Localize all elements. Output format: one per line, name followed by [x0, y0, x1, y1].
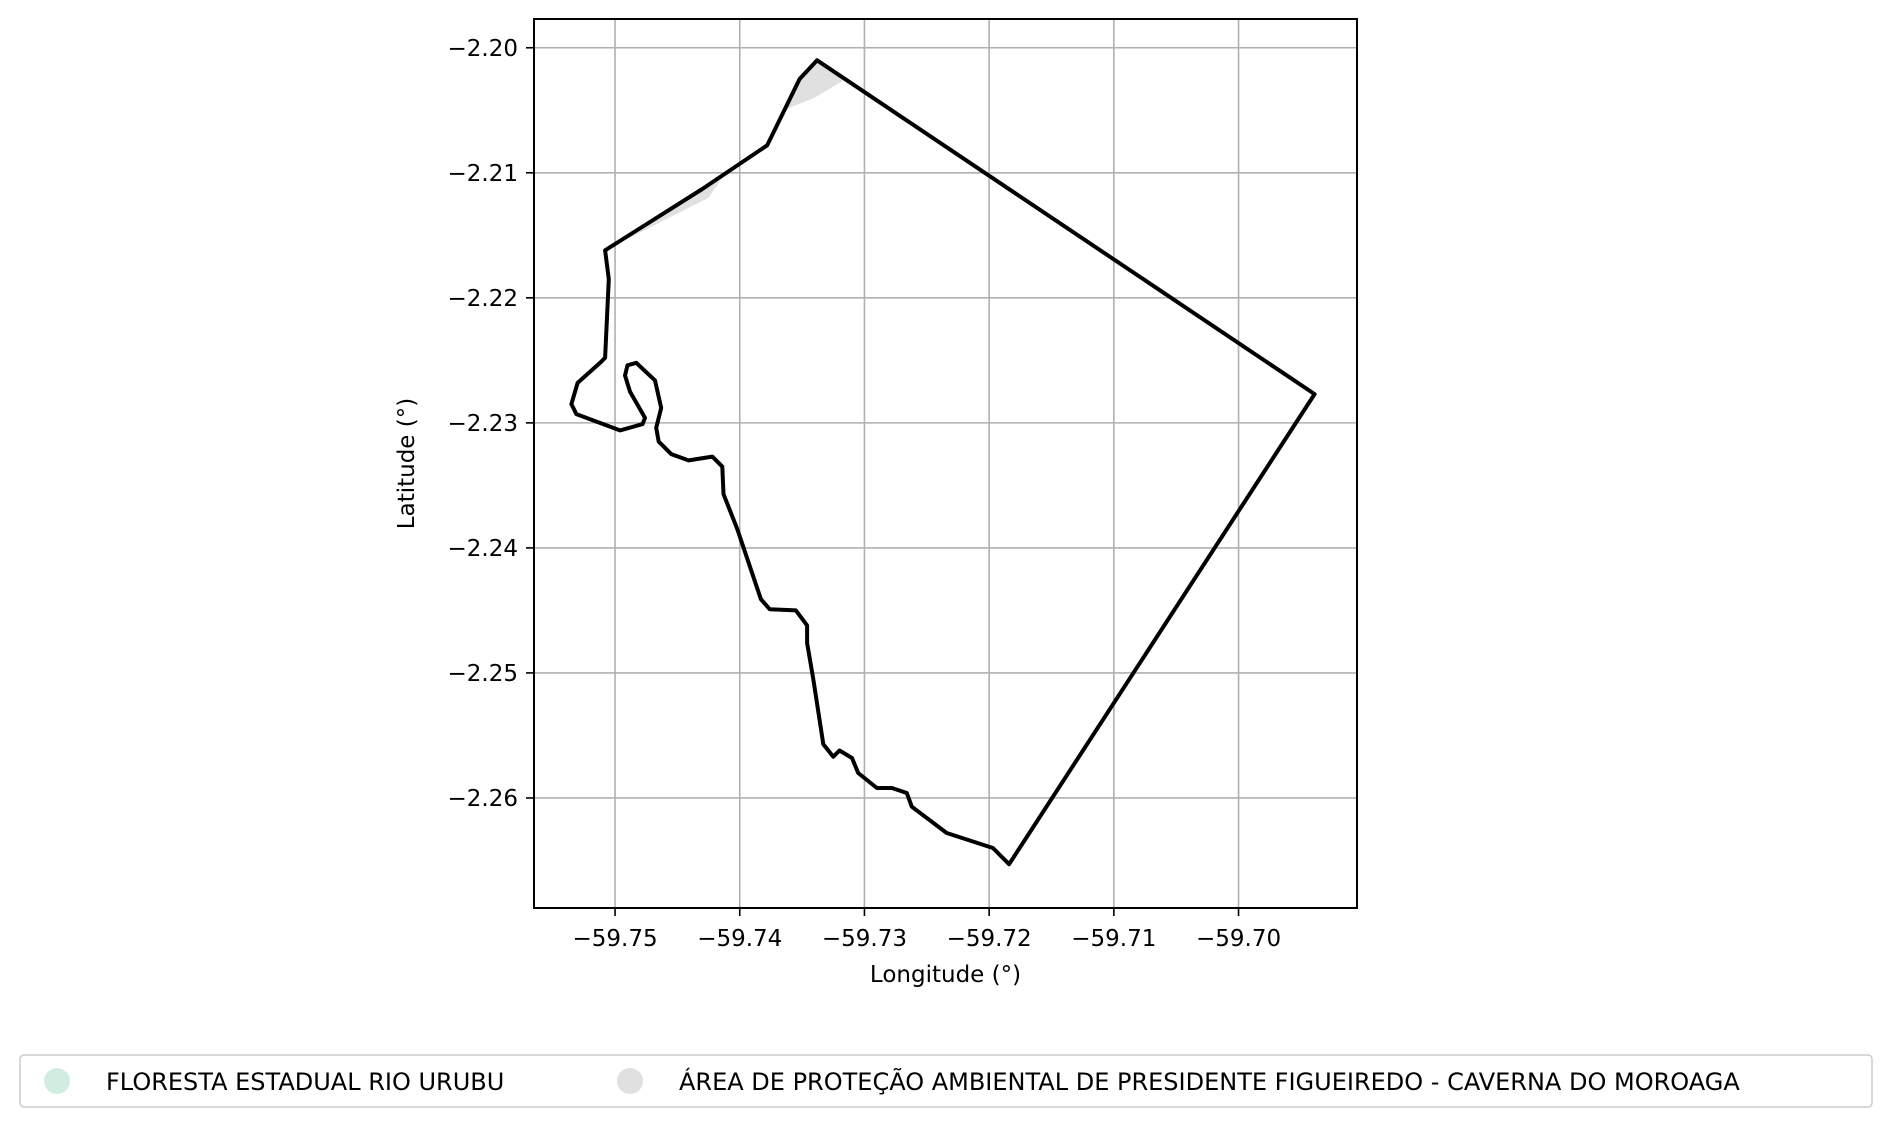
x-tick-label-0: −59.75	[572, 926, 657, 952]
plot-frame	[533, 18, 1358, 909]
legend-box	[19, 1054, 1873, 1108]
x-tick-label-1: −59.74	[697, 926, 782, 952]
y-tick-label-0: −2.20	[448, 36, 518, 62]
y-tick-label-2: −2.22	[448, 286, 518, 312]
x-tick-label-2: −59.73	[822, 926, 907, 952]
x-tick-label-4: −59.71	[1071, 926, 1156, 952]
x-axis-label: Longitude (°)	[870, 962, 1021, 988]
y-tick-label-4: −2.24	[448, 536, 518, 562]
legend-swatch-floresta	[44, 1068, 70, 1094]
legend-label-floresta: FLORESTA ESTADUAL RIO URUBU	[106, 1068, 504, 1096]
apa-area-polygon	[605, 60, 846, 251]
area-fills	[605, 60, 846, 251]
legend-swatch-apa	[617, 1068, 643, 1094]
x-tick-label-5: −59.70	[1196, 926, 1281, 952]
grid-lines	[534, 19, 1357, 908]
x-axis-ticks: −59.75 −59.74 −59.73 −59.72 −59.71 −59.70	[572, 908, 1281, 952]
y-tick-label-1: −2.21	[448, 161, 518, 187]
legend: FLORESTA ESTADUAL RIO URUBU ÁREA DE PROT…	[19, 1054, 1873, 1108]
boundary-layer	[569, 58, 1317, 867]
y-tick-label-6: −2.26	[448, 786, 518, 812]
legend-label-apa: ÁREA DE PROTEÇÃO AMBIENTAL DE PRESIDENTE…	[679, 1066, 1740, 1096]
y-tick-label-5: −2.25	[448, 661, 518, 687]
floresta-boundary-line	[569, 58, 1317, 867]
x-tick-label-3: −59.72	[947, 926, 1032, 952]
y-tick-label-3: −2.23	[448, 411, 518, 437]
y-axis-label: Latitude (°)	[394, 398, 420, 529]
y-axis-ticks: −2.20 −2.21 −2.22 −2.23 −2.24 −2.25 −2.26	[448, 36, 534, 812]
